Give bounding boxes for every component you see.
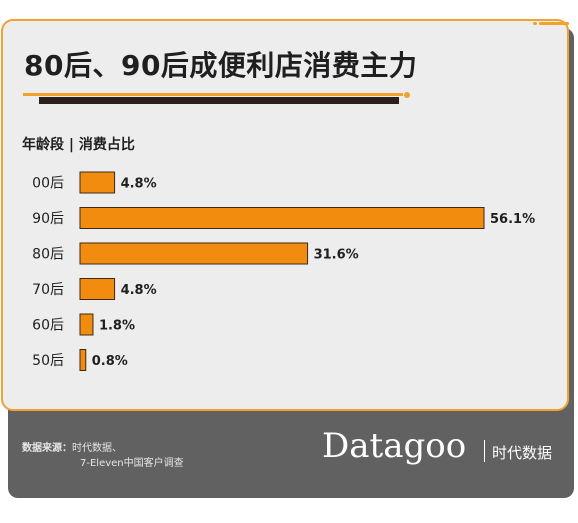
category-label: 80后 <box>32 247 64 263</box>
bar <box>79 278 116 300</box>
chart-title: 80后、90后成便利店消费主力 <box>24 49 418 82</box>
category-label: 00后 <box>32 176 64 192</box>
source-note: 数据来源：时代数据、 7-Eleven中国客户调查 <box>22 441 184 471</box>
bar <box>79 242 309 265</box>
datagoo-logo: Datagoo <box>322 426 467 466</box>
value-label: 1.8% <box>99 319 135 334</box>
category-label: 90后 <box>32 211 64 227</box>
bar <box>79 349 87 371</box>
bar <box>79 207 485 229</box>
category-label: 50后 <box>32 353 64 369</box>
source-label: 数据来源： <box>22 443 72 454</box>
value-label: 4.8% <box>121 177 157 192</box>
title-dot <box>404 92 410 98</box>
category-label: 70后 <box>32 282 64 298</box>
source-line-1: 时代数据、 <box>72 443 122 454</box>
source-line-2: 7-Eleven中国客户调查 <box>80 458 184 469</box>
bar <box>79 171 116 194</box>
bar <box>79 313 94 336</box>
axis-caption: 年龄段 | 消费占比 <box>22 137 135 153</box>
value-label: 0.8% <box>92 354 128 369</box>
value-label: 56.1% <box>490 212 535 227</box>
value-label: 4.8% <box>121 283 157 298</box>
logo-separator <box>484 440 485 462</box>
bar-chart: 00后 4.8% 90后 56.1% 80后 31.6% 70后 4.8% 60后 1.8% 50后… <box>32 171 535 371</box>
title-bar <box>39 97 399 104</box>
value-label: 31.6% <box>314 248 359 263</box>
title-underline <box>23 93 403 96</box>
decoration-dots <box>533 22 569 28</box>
logo-subtitle: 时代数据 <box>492 444 553 462</box>
category-label: 60后 <box>32 318 64 334</box>
